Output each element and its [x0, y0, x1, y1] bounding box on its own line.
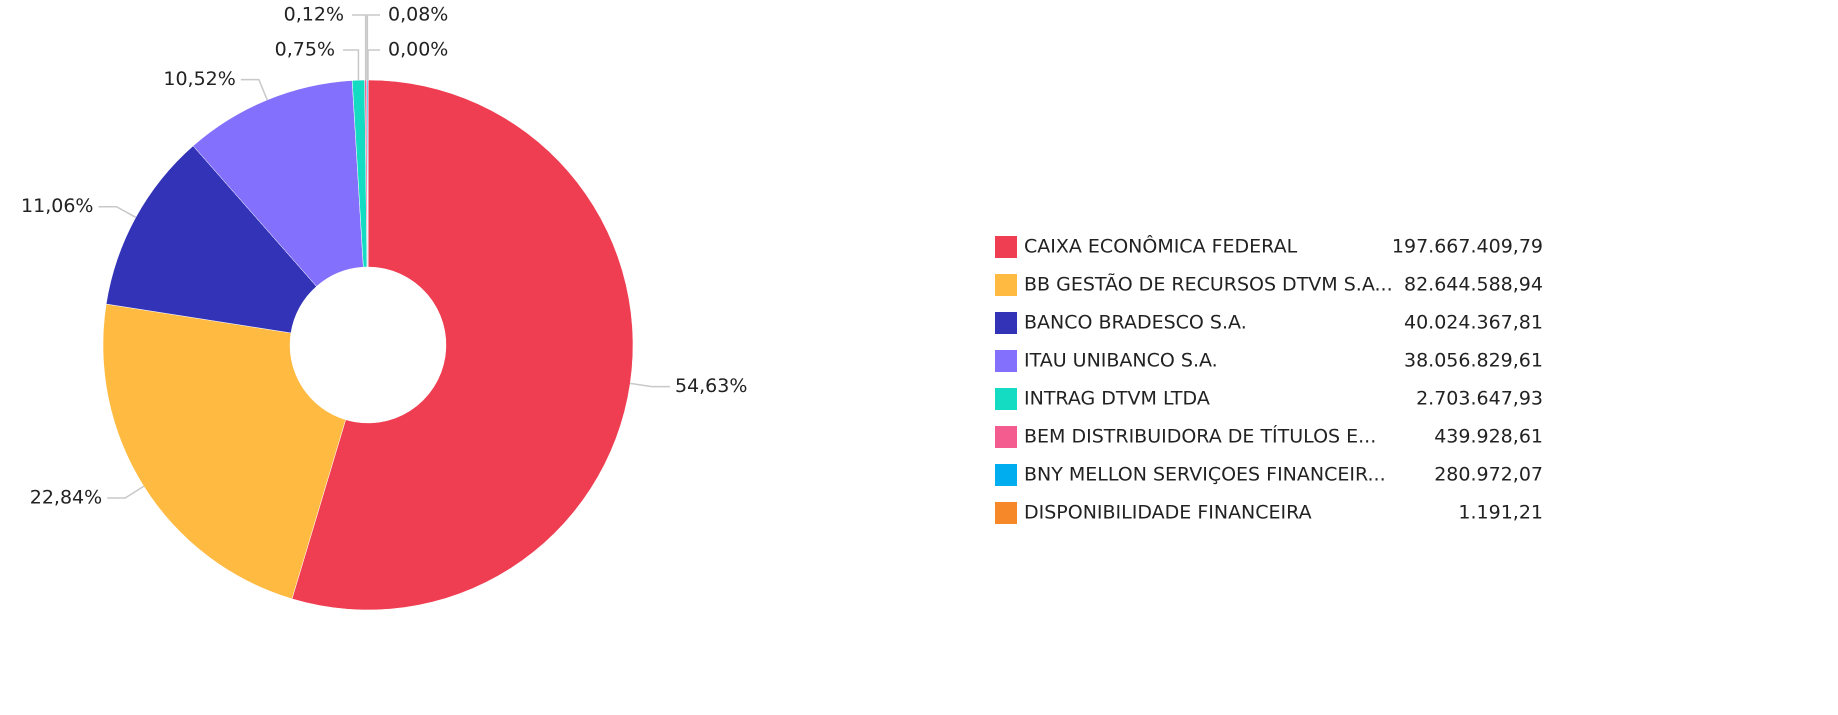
slice — [102, 303, 346, 600]
slice-label: 10,52% — [163, 68, 235, 90]
leader-line — [366, 14, 380, 81]
leader-line — [630, 382, 670, 388]
legend-label: BANCO BRADESCO S.A. — [1024, 312, 1247, 334]
leader-line — [343, 49, 360, 81]
legend-label: BNY MELLON SERVIÇOES FINANCEIR... — [1024, 464, 1386, 486]
legend-label: ITAU UNIBANCO S.A. — [1024, 350, 1218, 372]
slice-label: 54,63% — [675, 375, 747, 397]
slice — [105, 145, 317, 334]
legend-amount: 2.703.647,93 — [1416, 388, 1543, 410]
slice — [192, 80, 364, 287]
legend-amount: 40.024.367,81 — [1404, 312, 1543, 334]
slice-label: 0,08% — [388, 4, 448, 26]
legend-label: BB GESTÃO DE RECURSOS DTVM S.A... — [1024, 273, 1393, 296]
legend-amount: 1.191,21 — [1458, 502, 1543, 524]
legend-swatch — [995, 274, 1017, 296]
legend-swatch — [995, 464, 1017, 486]
slice-label: 22,84% — [30, 487, 102, 509]
legend-swatch — [995, 350, 1017, 372]
legend-label: INTRAG DTVM LTDA — [1024, 388, 1210, 410]
legend-swatch — [995, 502, 1017, 524]
slice-label: 11,06% — [21, 195, 93, 217]
legend-label: DISPONIBILIDADE FINANCEIRA — [1024, 502, 1312, 524]
legend-amount: 38.056.829,61 — [1404, 350, 1543, 372]
legend-swatch — [995, 388, 1017, 410]
legend-amount: 439.928,61 — [1434, 426, 1543, 448]
slice-label: 0,12% — [284, 4, 344, 26]
legend-swatch — [995, 426, 1017, 448]
legend-amount: 280.972,07 — [1434, 464, 1543, 486]
slice-label: 0,00% — [388, 39, 448, 61]
legend-amount: 82.644.588,94 — [1404, 274, 1543, 296]
leader-line — [107, 485, 145, 499]
legend-amount: 197.667.409,79 — [1392, 236, 1543, 258]
legend-swatch — [995, 236, 1017, 258]
legend-swatch — [995, 312, 1017, 334]
legend-label: CAIXA ECONÔMICA FEDERAL — [1024, 234, 1298, 258]
slice-label: 0,75% — [275, 39, 335, 61]
leader-line — [98, 205, 137, 218]
leader-line — [367, 49, 380, 80]
legend-label: BEM DISTRIBUIDORA DE TÍTULOS E... — [1024, 425, 1376, 448]
leader-line — [240, 78, 268, 101]
leader-line — [352, 14, 367, 81]
slice — [291, 79, 634, 611]
